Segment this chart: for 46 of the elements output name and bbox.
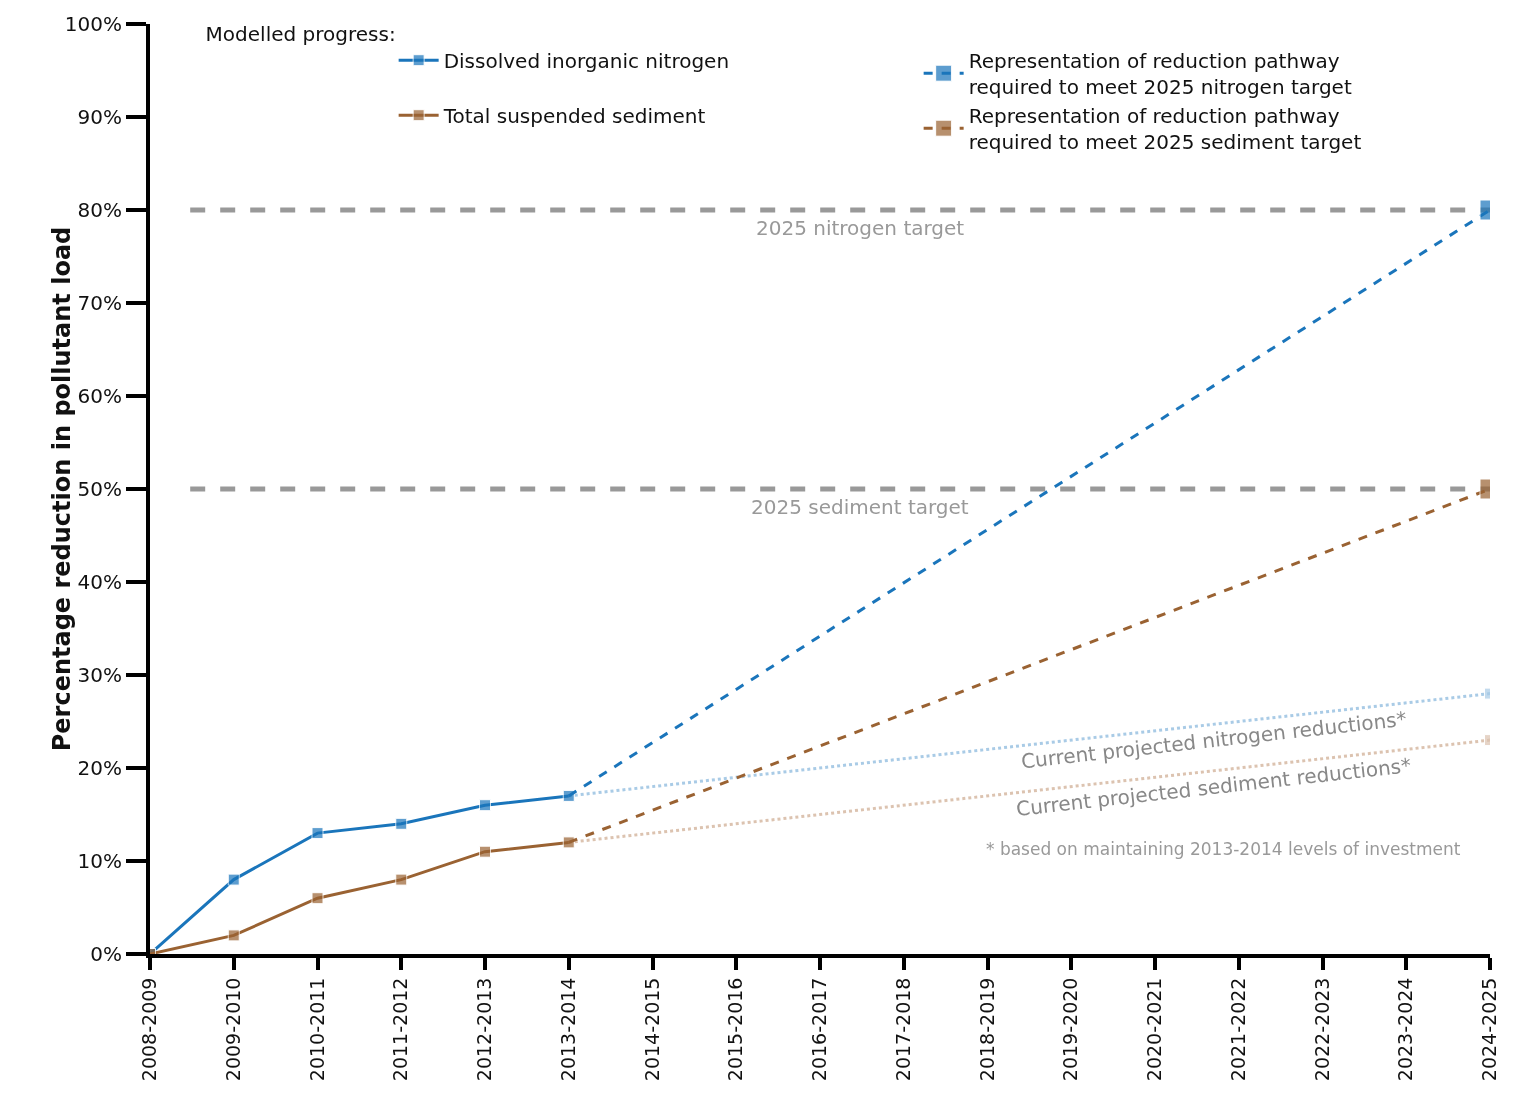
x-tick-label: 2022-2023: [1310, 977, 1333, 1082]
point: [479, 799, 491, 812]
x-tick-label: 2009-2010: [221, 977, 244, 1082]
point: [395, 873, 408, 886]
x-tick-label: 2019-2020: [1059, 977, 1082, 1082]
x-tick-label: 2017-2018: [891, 977, 914, 1082]
y-tick-label: 30%: [77, 663, 122, 687]
legend-title: Modelled progress:: [205, 21, 396, 46]
point: [311, 827, 324, 840]
x-tick-label: 2010-2011: [305, 977, 328, 1082]
point: [227, 873, 240, 886]
point: [311, 892, 324, 905]
y-tick-label: 50%: [77, 477, 122, 501]
x-tick-label: 2013-2014: [556, 977, 579, 1082]
y-axis-title: Percentage reduction in pollutant load: [47, 226, 76, 752]
legend-label: Total suspended sediment: [442, 104, 706, 128]
x-tick-label: 2016-2017: [808, 977, 831, 1082]
x-tick-label: 2012-2013: [473, 977, 496, 1082]
point: [395, 817, 408, 830]
x-tick-label: 2024-2025: [1478, 977, 1501, 1082]
y-tick-label: 100%: [64, 12, 122, 36]
x-tick-label: 2011-2012: [389, 977, 412, 1082]
y-tick-label: 70%: [77, 291, 122, 315]
point: [562, 836, 575, 849]
x-tick-label: 2023-2024: [1394, 977, 1417, 1082]
y-tick-label: 40%: [77, 570, 122, 594]
y-tick-label: 0%: [90, 942, 122, 966]
y-tick-label: 90%: [77, 105, 122, 129]
x-tick-label: 2015-2016: [724, 977, 747, 1082]
y-tick-label: 60%: [77, 384, 122, 408]
x-tick-label: 2008-2009: [138, 977, 161, 1082]
point: [479, 845, 491, 858]
annotation: * based on maintaining 2013-2014 levels of investment: [986, 839, 1461, 859]
y-tick-label: 80%: [77, 198, 122, 222]
x-tick-label: 2021-2022: [1226, 977, 1249, 1082]
point: [227, 929, 240, 942]
legend-label: Representation of reduction pathway required to meet 2025 nitrogen target: [968, 49, 1352, 99]
x-tick-label: 2020-2021: [1143, 977, 1166, 1082]
y-tick-label: 10%: [77, 849, 122, 873]
x-tick-label: 2014-2015: [640, 977, 663, 1082]
ref-line-label: 2025 sediment target: [751, 495, 969, 519]
x-tick-label: 2018-2019: [975, 977, 998, 1082]
ref-line-label: 2025 nitrogen target: [756, 216, 965, 240]
legend-label: Representation of reduction pathway required to meet 2025 sediment target: [968, 104, 1362, 154]
y-tick-label: 20%: [77, 756, 122, 780]
legend-label: Dissolved inorganic nitrogen: [443, 49, 730, 73]
